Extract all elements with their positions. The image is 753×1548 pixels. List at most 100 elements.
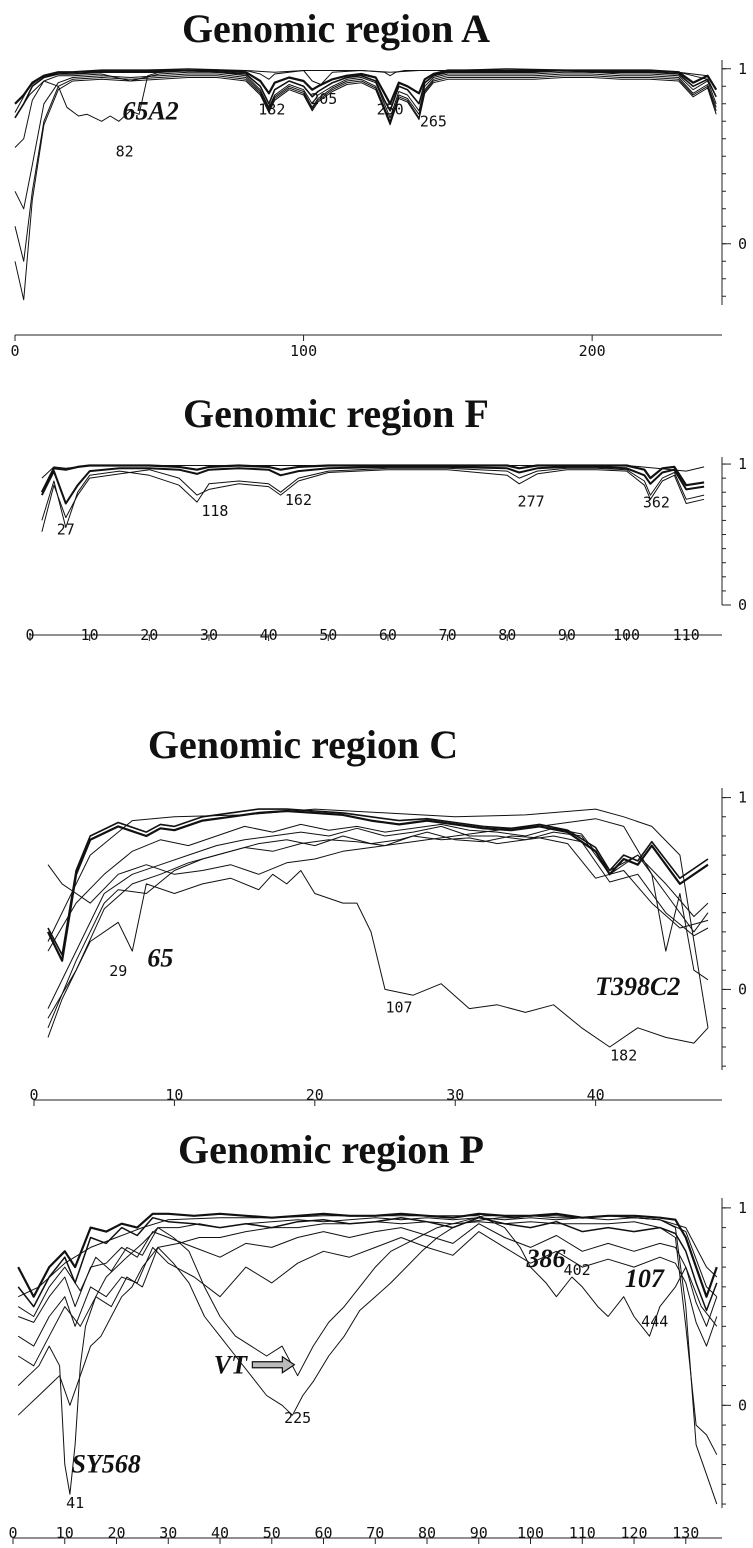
series-line-3 [41, 467, 705, 528]
annotation-label: 41 [66, 1494, 84, 1512]
annotation-label: 82 [116, 142, 134, 160]
x-tick-label: 100 [613, 626, 640, 644]
annotation-label: 205 [310, 90, 337, 108]
chart-title: Genomic region P [178, 1127, 484, 1172]
x-tick-label: 60 [314, 1524, 332, 1542]
x-tick-label: 80 [498, 626, 516, 644]
x-tick-label: 30 [446, 1086, 464, 1104]
series-line-8 [47, 818, 709, 981]
x-tick-label: 30 [159, 1524, 177, 1542]
series-line-3 [47, 823, 709, 952]
x-tick-label: 10 [56, 1524, 74, 1542]
x-tick-label: 110 [569, 1524, 596, 1542]
x-tick-label: 90 [558, 626, 576, 644]
series-line-7 [47, 870, 709, 1048]
annotation-label: 29 [109, 962, 127, 980]
series-line-7 [17, 1217, 718, 1505]
x-tick-label: 130 [672, 1524, 699, 1542]
annotation-label: VT [214, 1351, 248, 1380]
series-line-2 [17, 1216, 718, 1312]
x-tick-label: 60 [379, 626, 397, 644]
annotation-label: 225 [284, 1409, 311, 1427]
y-tick-label: 1 [738, 789, 747, 807]
x-tick-label: 40 [260, 626, 278, 644]
series-line-1 [47, 809, 709, 962]
x-tick-label: 40 [211, 1524, 229, 1542]
x-tick-label: 20 [107, 1524, 125, 1542]
x-tick-label: 10 [81, 626, 99, 644]
x-tick-label: 20 [306, 1086, 324, 1104]
x-tick-label: 20 [140, 626, 158, 644]
series-line-3 [14, 71, 717, 148]
annotation-label: 362 [643, 494, 670, 512]
y-tick-label: 1 [738, 455, 747, 473]
panel-region-a: Genomic region A 0 100 200 0 1 182 205 250 265 65A… [10, 6, 747, 360]
y-tick-label: 0 [738, 235, 747, 253]
x-tick-label: 0 [8, 1524, 17, 1542]
x-tick-label: 40 [587, 1086, 605, 1104]
x-tick-label: 80 [418, 1524, 436, 1542]
x-tick-label: 70 [439, 626, 457, 644]
panel-region-f: Genomic region F0 10 20 30 40 50 60 70 80 90 100 11… [25, 391, 747, 644]
annotation-label: T398C2 [595, 972, 680, 1001]
series-line-9 [47, 808, 709, 1028]
annotation-label: 162 [285, 491, 312, 509]
x-tick-label: 120 [620, 1524, 647, 1542]
x-tick-label: 50 [319, 626, 337, 644]
series-line-6 [14, 77, 717, 301]
x-tick-label: 200 [579, 342, 606, 360]
annotation-label: 277 [518, 492, 545, 510]
series-line-5 [14, 75, 717, 262]
y-tick-label: 0 [738, 1396, 747, 1414]
x-tick-label: 0 [29, 1086, 38, 1104]
series-line-9 [17, 1215, 718, 1337]
series-line-1 [40, 464, 705, 493]
series-line-2 [14, 69, 717, 119]
annotation-label: 27 [57, 521, 75, 539]
series-line-3 [18, 1223, 718, 1327]
series-line-4 [17, 1231, 718, 1347]
annotation-label: 250 [377, 100, 404, 118]
series-line-2 [47, 808, 709, 956]
y-tick-label: 1 [738, 1199, 747, 1217]
series-line-2 [41, 465, 705, 505]
annotation-label: 444 [641, 1312, 668, 1330]
annotation-label: 107 [625, 1264, 665, 1293]
x-tick-label: 70 [366, 1524, 384, 1542]
y-tick-label: 0 [738, 980, 747, 998]
x-tick-label: 50 [263, 1524, 281, 1542]
series-line-4 [41, 469, 705, 532]
x-tick-label: 100 [290, 342, 317, 360]
series-line-5 [41, 465, 705, 479]
series-line-8 [14, 68, 708, 113]
x-tick-label: 10 [165, 1086, 183, 1104]
annotation-label: SY568 [71, 1449, 140, 1478]
series-line-4 [14, 73, 717, 210]
annotation-label: 182 [610, 1046, 637, 1064]
y-tick-label: 1 [738, 60, 747, 78]
chart-title: Genomic region C [148, 722, 458, 767]
y-tick-label: 0 [738, 596, 747, 614]
chart-title: Genomic region F [183, 391, 489, 436]
annotation-label: 182 [258, 100, 285, 118]
annotation-label: 65A2 [122, 97, 178, 126]
x-tick-label: 100 [517, 1524, 544, 1542]
series-line-8 [17, 1221, 718, 1455]
arrow-icon [251, 1355, 296, 1374]
x-tick-label: 90 [470, 1524, 488, 1542]
chart-title: Genomic region A [182, 6, 490, 51]
annotation-label: 265 [420, 113, 447, 131]
series-line-5 [17, 1215, 718, 1377]
annotation-label: 65 [147, 943, 173, 972]
annotation-label: 118 [201, 502, 228, 520]
annotation-label: 402 [564, 1261, 591, 1279]
x-tick-label: 30 [200, 626, 218, 644]
x-tick-label: 110 [673, 626, 700, 644]
annotation-label: 386 [526, 1244, 566, 1273]
x-tick-label: 0 [25, 626, 34, 644]
x-tick-label: 0 [10, 342, 19, 360]
panel-region-c: Genomic region C 0 10 20 30 40 0 1 65 29 107 T398C2… [29, 722, 747, 1106]
panel-region-p: Genomic region P0 10 20 30 40 50 60 70 80 90 100 11… [8, 1127, 747, 1544]
annotation-label: 107 [386, 998, 413, 1016]
